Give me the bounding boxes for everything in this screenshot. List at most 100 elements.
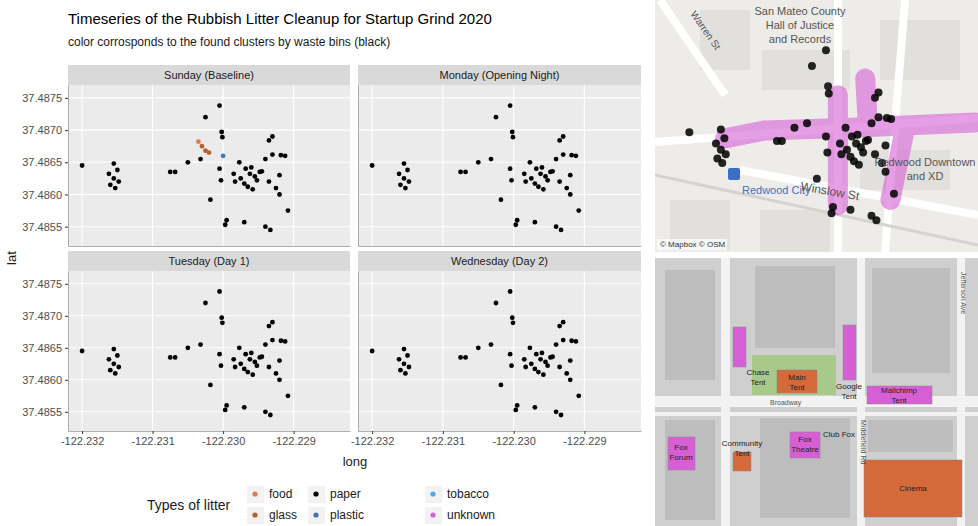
point: [536, 184, 541, 189]
point: [111, 176, 116, 181]
grid-line: [358, 379, 641, 380]
tick: 37.4855: [22, 221, 68, 233]
point: [509, 363, 514, 368]
map-bin: [846, 206, 854, 214]
map-bin: [842, 124, 850, 132]
street: [721, 258, 730, 526]
point: [274, 186, 279, 191]
facet-title: Monday (Opening Night): [440, 69, 560, 81]
point: [499, 197, 504, 202]
point: [494, 115, 499, 120]
legend-marker: [313, 491, 318, 496]
tick-mark: [65, 194, 68, 195]
point: [80, 349, 85, 354]
points: [370, 103, 581, 232]
title: Timeseries of the Rubbish Litter Cleanup…: [68, 10, 492, 27]
point: [405, 168, 410, 173]
tick: -122.229: [272, 431, 315, 447]
tick-mark: [65, 380, 68, 381]
grid-line: [358, 194, 641, 195]
track: [725, 78, 975, 205]
venue-label: Tent: [841, 392, 857, 401]
point: [250, 187, 255, 192]
tick-mark: [65, 98, 68, 99]
road: [740, 170, 978, 215]
y-axis: [358, 86, 359, 247]
axis-line: [359, 246, 642, 247]
legend-key: [425, 507, 442, 524]
point: [270, 338, 275, 343]
tick-label: 37.4875: [22, 92, 62, 104]
point: [108, 368, 113, 373]
x-axis: [359, 246, 642, 247]
points: [370, 289, 581, 417]
figure: Timeseries of the Rubbish Litter Cleanup…: [0, 0, 978, 526]
point: [277, 173, 282, 178]
map-label: © Mapbox © OSM: [660, 240, 725, 249]
road: [655, 175, 978, 245]
point: [237, 160, 242, 165]
point: [168, 170, 173, 175]
point: [402, 161, 407, 166]
map-label: San Mateo County: [754, 5, 846, 17]
point: [508, 103, 513, 108]
tick: -122.232: [61, 431, 104, 447]
map-bin: [859, 148, 867, 156]
point: [231, 357, 236, 362]
point: [217, 103, 222, 108]
tick-label: -122.229: [272, 435, 315, 447]
point: [561, 134, 566, 139]
venue-label: Tent: [734, 449, 750, 458]
point: [528, 160, 533, 165]
point: [403, 186, 408, 191]
panel: Wednesday (Day 2)-122.232-122.231-122.23…: [351, 251, 642, 447]
venue-label: Tent: [891, 396, 907, 405]
point: [576, 208, 581, 213]
legend-label: unknown: [447, 508, 495, 522]
grid-line: [68, 226, 350, 227]
map-bin: [722, 150, 730, 158]
venue-map: ChaseTentMainTentGoogleTentMailchimpTent…: [655, 258, 978, 526]
point: [569, 153, 574, 158]
venue-label: Tent: [789, 383, 805, 392]
venue-label: Cinema: [899, 484, 927, 493]
point: [223, 407, 228, 412]
point: [522, 171, 527, 176]
map-label: Warren St: [688, 9, 723, 52]
point: [286, 208, 291, 213]
point: [534, 352, 539, 357]
point: [557, 324, 562, 329]
axis-line: [358, 272, 359, 432]
point: [200, 144, 205, 149]
map-bin: [720, 134, 728, 142]
legend-label: tobacco: [447, 487, 489, 501]
point: [242, 405, 247, 410]
tick: 37.4865: [22, 156, 68, 168]
map-bin: [685, 128, 693, 136]
point: [249, 165, 254, 170]
map-bin: [887, 115, 895, 123]
map-bin: [825, 89, 833, 97]
point: [224, 218, 229, 223]
venue-label: Forum: [669, 453, 692, 462]
map-bin: [790, 124, 798, 132]
point: [277, 377, 282, 382]
axis-line: [359, 431, 642, 432]
tick-mark: [65, 348, 68, 349]
building: [868, 420, 953, 452]
map-bin: [717, 126, 725, 134]
point: [279, 153, 284, 158]
venue-label: Community: [722, 439, 762, 448]
point: [115, 353, 120, 358]
point: [529, 361, 534, 366]
tick-label: 37.4870: [22, 124, 62, 136]
point: [523, 365, 528, 370]
tick-mark: [443, 431, 444, 434]
point: [111, 361, 116, 366]
grid-line: [584, 271, 585, 431]
point: [564, 186, 569, 191]
legend-marker: [252, 512, 257, 517]
point: [220, 135, 225, 140]
point: [528, 345, 533, 350]
point: [511, 320, 516, 325]
